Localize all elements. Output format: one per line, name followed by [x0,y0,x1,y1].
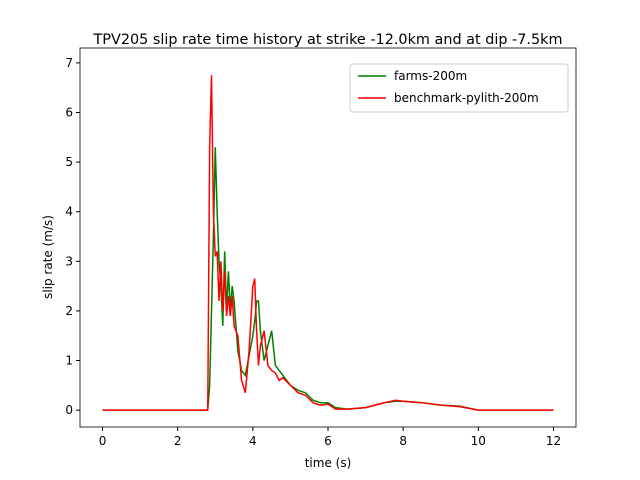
legend-label: farms-200m [394,69,467,83]
x-tick-label: 0 [99,434,107,448]
y-tick-label: 6 [65,105,73,119]
x-tick-label: 4 [249,434,257,448]
legend-label: benchmark-pylith-200m [394,91,539,105]
x-tick-label: 12 [546,434,561,448]
x-tick-label: 8 [399,434,407,448]
legend: farms-200m benchmark-pylith-200m [349,63,569,113]
series-line [102,147,554,411]
y-tick-label: 7 [65,56,73,70]
x-axis-label: time (s) [305,456,352,470]
y-axis-label: slip rate (m/s) [41,215,55,299]
legend-box [349,63,569,113]
plot-frame [79,47,577,428]
y-tick-label: 0 [65,403,73,417]
y-tick-label: 1 [65,354,73,368]
x-tick-label: 2 [174,434,182,448]
y-tick-label: 3 [65,254,73,268]
chart-title: TPV205 slip rate time history at strike … [93,32,563,48]
series-line [102,75,554,411]
y-tick-label: 4 [65,205,73,219]
y-tick-label: 2 [65,304,73,318]
y-tick-label: 5 [65,155,73,169]
x-tick-label: 6 [324,434,332,448]
x-tick-label: 10 [471,434,486,448]
